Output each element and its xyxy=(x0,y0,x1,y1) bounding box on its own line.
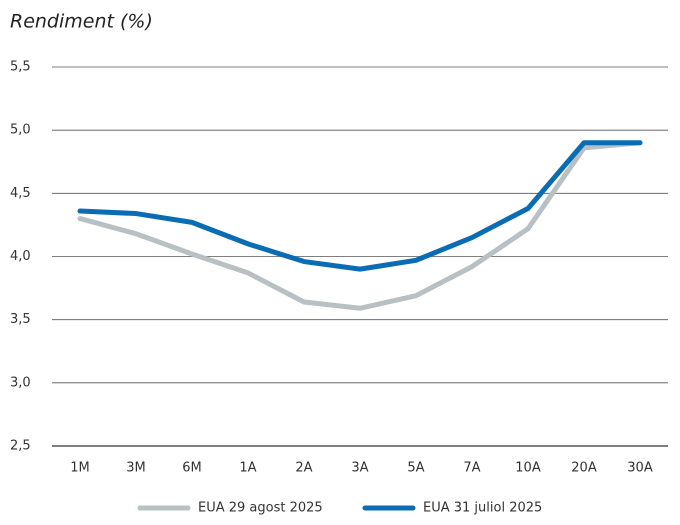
x-tick-label: 6M xyxy=(182,461,202,476)
y-tick-label: 4,0 xyxy=(10,249,31,264)
legend-label: EUA 29 agost 2025 xyxy=(198,501,323,516)
series-line xyxy=(77,140,643,311)
x-tick-label: 30A xyxy=(627,461,653,476)
legend-label: EUA 31 juliol 2025 xyxy=(423,501,542,516)
x-tick-label: 1A xyxy=(239,461,256,476)
x-tick-label: 10A xyxy=(515,461,541,476)
y-tick-label: 3,0 xyxy=(10,375,31,390)
x-tick-label: 2A xyxy=(295,461,312,476)
x-tick-label: 7A xyxy=(463,461,480,476)
y-tick-label: 3,5 xyxy=(10,312,31,327)
y-tick-label: 5,5 xyxy=(10,60,31,75)
x-tick-label: 1M xyxy=(70,461,90,476)
chart-title: Rendiment (%) xyxy=(10,11,153,33)
x-tick-label: 5A xyxy=(407,461,424,476)
x-tick-label: 20A xyxy=(571,461,597,476)
y-tick-label: 2,5 xyxy=(10,439,31,454)
y-tick-label: 4,5 xyxy=(10,186,31,201)
x-tick-label: 3A xyxy=(351,461,368,476)
y-tick-label: 5,0 xyxy=(10,123,31,138)
series-line xyxy=(77,140,643,272)
x-tick-label: 3M xyxy=(126,461,146,476)
